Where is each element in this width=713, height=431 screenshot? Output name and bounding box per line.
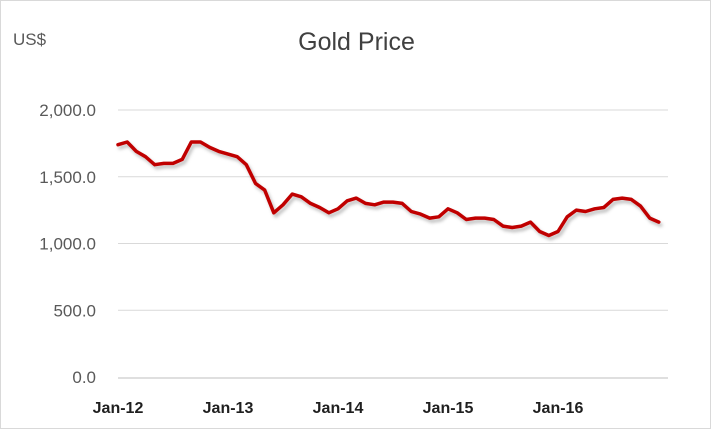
series-group <box>116 140 661 238</box>
series-line <box>116 140 661 238</box>
y-tick-label: 0.0 <box>72 368 96 387</box>
y-tick-label: 2,000.0 <box>39 101 96 120</box>
x-tick-label: Jan-12 <box>93 400 144 417</box>
x-tick-label: Jan-13 <box>203 400 254 417</box>
y-tick-label: 500.0 <box>53 301 96 320</box>
x-tick-label: Jan-15 <box>423 400 474 417</box>
x-axis: Jan-12 Jan-13 Jan-14 Jan-15 Jan-16 <box>93 377 668 417</box>
y-tick-label: 1,500.0 <box>39 168 96 187</box>
y-tick-label: 1,000.0 <box>39 235 96 254</box>
gridlines <box>118 109 668 311</box>
y-axis: 0.0 500.0 1,000.0 1,500.0 2,000.0 <box>39 101 96 387</box>
x-tick-label: Jan-14 <box>313 400 364 417</box>
y-unit-label: US$ <box>13 30 47 49</box>
x-tick-label: Jan-16 <box>533 400 584 417</box>
chart-title: Gold Price <box>298 28 415 56</box>
